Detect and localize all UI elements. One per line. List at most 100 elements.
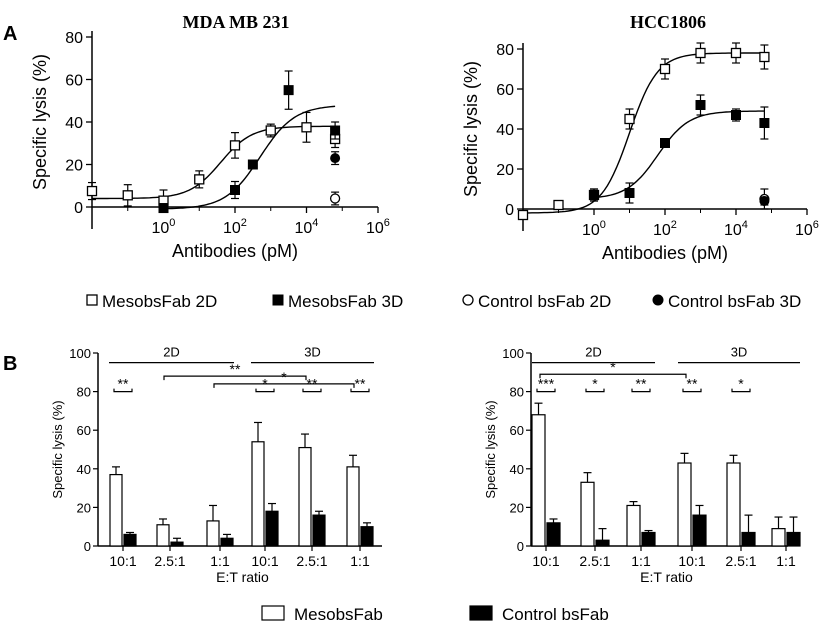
y-tick-label: 80 xyxy=(77,385,91,400)
y-tick-label: 80 xyxy=(65,30,83,47)
y-tick-label: 20 xyxy=(510,500,524,515)
bar xyxy=(346,466,360,547)
significance-bracket xyxy=(113,388,133,393)
data-point xyxy=(283,85,294,96)
y-tick-label: 20 xyxy=(77,500,91,515)
y-tick-label: 40 xyxy=(510,462,524,477)
data-point xyxy=(265,125,276,136)
legend-a-item: Control bsFab 2D xyxy=(462,292,611,311)
legend-swatch xyxy=(469,605,493,621)
bar xyxy=(726,462,741,547)
group-label: 2D xyxy=(163,345,180,360)
significance-label: ** xyxy=(355,376,366,392)
panel-label-b: B xyxy=(3,353,17,375)
significance-label: ** xyxy=(230,361,241,377)
significance-label: * xyxy=(281,369,287,385)
legend-label: Control bsFab 3D xyxy=(668,292,801,311)
data-point xyxy=(330,125,341,136)
x-tick-label: 100 xyxy=(582,219,606,239)
legend-b-item: MesobsFab xyxy=(261,605,383,624)
bar xyxy=(595,539,610,547)
significance-bracket xyxy=(163,375,307,381)
data-point xyxy=(517,209,529,221)
bar xyxy=(123,533,137,547)
x-tick-label: 10:1 xyxy=(251,553,278,569)
group-label: 2D xyxy=(585,345,602,360)
data-point xyxy=(330,153,341,164)
significance-bracket xyxy=(682,388,702,393)
legend-a-item: Control bsFab 3D xyxy=(652,292,801,311)
significance-bracket xyxy=(255,388,275,393)
significance-label: * xyxy=(610,359,616,375)
data-point xyxy=(194,174,205,185)
bar xyxy=(156,524,170,547)
y-tick-label: 80 xyxy=(496,42,514,59)
y-tick-label: 100 xyxy=(69,346,91,361)
data-point xyxy=(660,138,670,148)
x-tick-label: 1:1 xyxy=(631,553,651,569)
fit-curve xyxy=(523,52,765,214)
x-tick-label: 1:1 xyxy=(350,553,370,569)
significance-bracket xyxy=(585,388,605,393)
data-point xyxy=(553,199,564,211)
y-axis-label: Specific lysis (%) xyxy=(50,400,65,498)
significance-bracket xyxy=(213,383,355,388)
legend-a-item: MesobsFab 3D xyxy=(272,292,403,311)
data-point xyxy=(230,185,240,195)
y-tick-label: 0 xyxy=(84,539,91,554)
y-tick-label: 40 xyxy=(496,122,514,139)
significance-bracket xyxy=(539,373,687,379)
data-point xyxy=(247,159,258,170)
y-tick-label: 20 xyxy=(496,162,514,179)
group-label: 3D xyxy=(304,345,321,360)
significance-bracket xyxy=(536,388,556,393)
x-axis-label: E:T ratio xyxy=(216,569,269,585)
significance-label: ** xyxy=(687,376,698,392)
chart-B-right: 0 20 40 60 80 100 10:1 2.5:1 1:1 10:1 2.5:1 1:1 2D 3D… xyxy=(483,345,801,585)
fit-curve xyxy=(92,125,336,200)
legend-label: Control bsFab 2D xyxy=(478,292,611,311)
data-point xyxy=(730,47,742,59)
data-point xyxy=(695,47,706,59)
bar xyxy=(546,522,561,547)
legend-label: Control bsFab xyxy=(502,605,609,624)
bar xyxy=(677,462,692,547)
legend-a-item: MesobsFab 2D xyxy=(86,292,217,311)
y-axis-label: Specific lysis (%) xyxy=(461,61,481,197)
y-tick-label: 40 xyxy=(77,462,91,477)
data-point xyxy=(158,203,169,214)
x-tick-label: 2.5:1 xyxy=(154,553,185,569)
bar xyxy=(206,520,220,547)
data-point xyxy=(659,63,671,75)
bar xyxy=(298,446,312,547)
significance-label: ** xyxy=(118,376,129,392)
x-tick-label: 10:1 xyxy=(678,553,705,569)
x-tick-label: 2.5:1 xyxy=(725,553,756,569)
legend-label: MesobsFab xyxy=(294,605,383,624)
data-point xyxy=(329,193,341,204)
data-point xyxy=(624,113,635,125)
legend-marker xyxy=(272,294,284,306)
bar xyxy=(251,441,265,547)
significance-bracket xyxy=(731,388,751,393)
bar xyxy=(312,514,326,547)
significance-bracket xyxy=(631,388,651,393)
data-point xyxy=(731,110,741,120)
x-tick-label: 106 xyxy=(795,219,819,239)
bar xyxy=(771,528,786,547)
data-point xyxy=(759,51,770,63)
y-tick-label: 60 xyxy=(496,82,514,99)
data-point xyxy=(589,190,599,200)
legend-b-item: Control bsFab xyxy=(469,605,609,624)
legend-a: MesobsFab 2D MesobsFab 3D Control bsFab 2D… xyxy=(86,292,801,311)
bar xyxy=(692,514,707,547)
y-tick-label: 60 xyxy=(77,423,91,438)
bar xyxy=(220,537,234,547)
y-axis-label: Specific lysis (%) xyxy=(483,400,498,498)
x-tick-label: 2.5:1 xyxy=(296,553,327,569)
legend-b: MesobsFab Control bsFab xyxy=(261,605,609,624)
x-axis-label: Antibodies (pM) xyxy=(602,243,728,263)
data-point xyxy=(759,118,770,128)
chart-A-right: HCC1806 0 20 40 60 80 100 102 104 106 Antibodies (… xyxy=(461,12,819,263)
